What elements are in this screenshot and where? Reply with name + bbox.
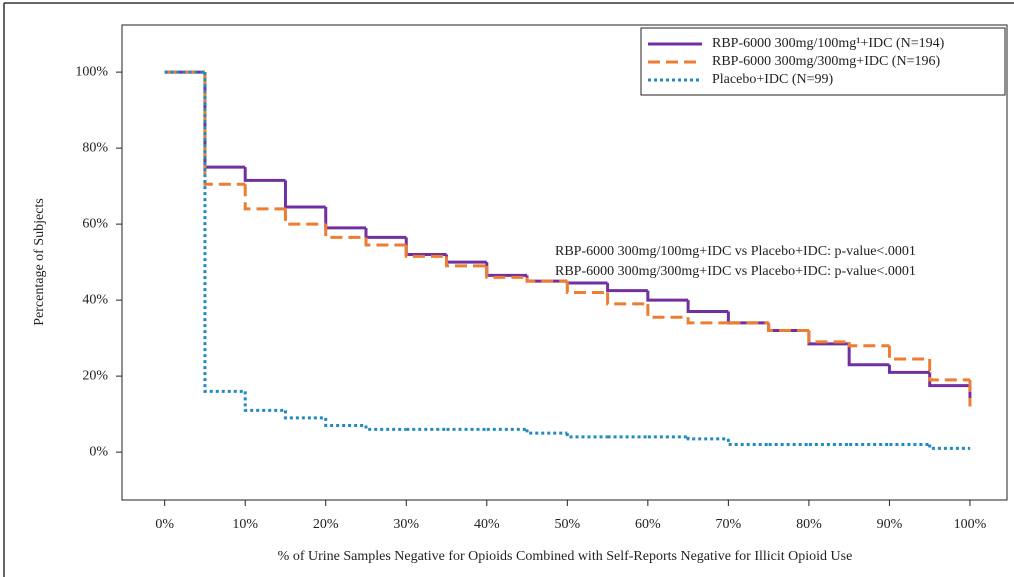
step-line — [364, 237, 407, 247]
step-line — [887, 345, 930, 361]
y-tick-label: 20% — [82, 368, 108, 383]
step-line — [525, 429, 568, 435]
legend-box — [640, 27, 1006, 96]
legend-label: RBP-6000 300mg/300mg+IDC (N=196) — [712, 54, 940, 69]
annotation: RBP-6000 300mg/300mg+IDC vs Placebo+IDC:… — [555, 264, 916, 279]
step-line — [445, 256, 487, 268]
y-tick-label: 0% — [89, 444, 108, 459]
y-axis-label: Percentage of Subjects — [32, 198, 47, 326]
x-tick-label: 70% — [716, 517, 742, 532]
x-tick-label: 0% — [155, 517, 174, 532]
step-line — [847, 341, 890, 348]
step-line — [565, 281, 608, 295]
step-line — [928, 372, 970, 388]
step-line — [243, 391, 286, 412]
step-line — [686, 300, 729, 314]
step-line — [928, 359, 970, 382]
step-line — [686, 317, 729, 325]
step-line — [203, 72, 246, 393]
step-line — [887, 364, 930, 374]
x-axis-label: % of Urine Samples Negative for Opioids … — [278, 549, 853, 564]
step-line — [243, 167, 286, 182]
y-tick-label: 40% — [82, 292, 108, 307]
step-line — [485, 265, 528, 279]
step-line — [726, 438, 769, 447]
step-line — [324, 207, 366, 230]
x-tick-label: 20% — [313, 517, 339, 532]
x-tick-label: 40% — [474, 517, 500, 532]
x-tick-label: 80% — [796, 517, 822, 532]
step-line — [606, 283, 648, 293]
step-line — [445, 254, 487, 264]
y-tick-label: 60% — [82, 216, 108, 231]
step-line — [324, 417, 366, 428]
legend-label: RBP-6000 300mg/100mg¹+IDC (N=194) — [712, 36, 945, 51]
step-line — [646, 290, 689, 302]
step-line — [485, 262, 528, 277]
x-tick-label: 100% — [954, 517, 987, 532]
step-line — [243, 184, 286, 211]
step-line — [726, 311, 769, 325]
x-tick-label: 50% — [554, 517, 580, 532]
step-line — [283, 208, 326, 226]
step-line — [283, 410, 326, 420]
step-line — [565, 281, 608, 285]
step-line — [565, 433, 608, 439]
step-line — [807, 330, 850, 344]
annotation: RBP-6000 300mg/100mg+IDC vs Placebo+IDC:… — [555, 244, 916, 259]
step-line — [364, 227, 407, 239]
step-line — [606, 292, 648, 306]
step-line — [324, 224, 366, 239]
x-tick-label: 10% — [232, 517, 258, 532]
step-line — [847, 343, 890, 367]
step-line — [686, 436, 729, 441]
step-line — [283, 180, 326, 209]
y-tick-label: 80% — [82, 140, 108, 155]
legend-label: Placebo+IDC (N=99) — [712, 72, 833, 87]
step-line — [928, 444, 970, 450]
step-line — [203, 72, 246, 169]
step-line — [404, 245, 447, 258]
step-line — [364, 425, 407, 431]
step-line — [646, 303, 689, 319]
y-tick-label: 100% — [75, 64, 108, 79]
step-line — [767, 322, 809, 333]
x-tick-label: 90% — [877, 517, 903, 532]
step-line — [525, 277, 568, 283]
plot-area — [121, 24, 1008, 501]
x-tick-label: 60% — [635, 517, 661, 532]
step-line — [404, 237, 447, 257]
x-tick-label: 30% — [393, 517, 419, 532]
